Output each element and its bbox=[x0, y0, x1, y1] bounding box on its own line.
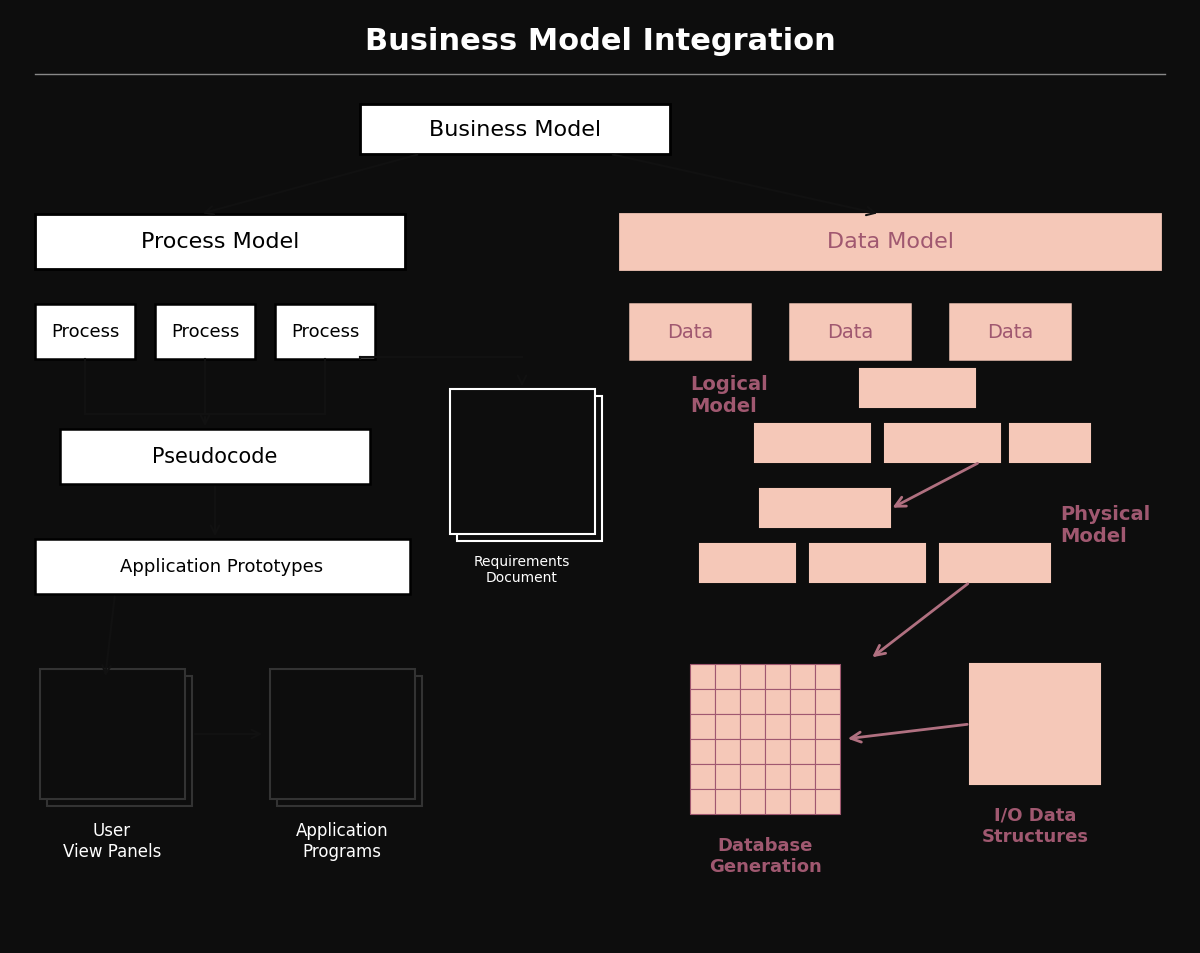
Bar bbox=[457, 396, 602, 541]
Bar bbox=[740, 764, 766, 789]
Bar bbox=[740, 740, 766, 764]
Text: I/O Data
Structures: I/O Data Structures bbox=[982, 806, 1088, 845]
Bar bbox=[690, 789, 715, 814]
Bar bbox=[277, 677, 422, 806]
Bar bbox=[35, 214, 406, 270]
Text: Application
Programs: Application Programs bbox=[295, 821, 389, 860]
Bar bbox=[950, 305, 1070, 359]
Text: Business Model: Business Model bbox=[428, 120, 601, 140]
Bar bbox=[360, 105, 670, 154]
Bar bbox=[790, 764, 815, 789]
Bar bbox=[815, 664, 840, 689]
Bar bbox=[715, 740, 740, 764]
Bar bbox=[766, 789, 790, 814]
Bar bbox=[970, 664, 1100, 784]
Bar bbox=[815, 714, 840, 740]
Bar bbox=[860, 370, 976, 408]
Text: Data: Data bbox=[986, 322, 1033, 341]
Bar bbox=[766, 664, 790, 689]
Bar bbox=[690, 740, 715, 764]
Bar bbox=[815, 789, 840, 814]
Bar bbox=[766, 740, 790, 764]
Bar bbox=[690, 689, 715, 714]
Text: Business Model Integration: Business Model Integration bbox=[365, 28, 835, 56]
Bar bbox=[815, 740, 840, 764]
Bar bbox=[700, 544, 796, 582]
Bar bbox=[766, 689, 790, 714]
Bar bbox=[715, 664, 740, 689]
Bar bbox=[270, 669, 415, 800]
Bar bbox=[620, 214, 1160, 270]
Bar bbox=[815, 764, 840, 789]
Bar bbox=[790, 689, 815, 714]
Bar bbox=[715, 689, 740, 714]
Bar bbox=[810, 544, 925, 582]
Bar bbox=[815, 689, 840, 714]
Bar bbox=[715, 714, 740, 740]
Bar bbox=[886, 424, 1000, 462]
Bar bbox=[450, 390, 595, 535]
Text: Database
Generation: Database Generation bbox=[709, 836, 821, 875]
Bar bbox=[740, 689, 766, 714]
Bar bbox=[940, 544, 1050, 582]
Text: Process: Process bbox=[170, 323, 239, 340]
Bar bbox=[40, 669, 185, 800]
Text: Pseudocode: Pseudocode bbox=[152, 447, 277, 467]
Bar bbox=[690, 714, 715, 740]
Text: Requirements
Document: Requirements Document bbox=[474, 555, 570, 584]
Bar bbox=[790, 305, 910, 359]
Bar bbox=[790, 664, 815, 689]
Text: User
View Panels: User View Panels bbox=[62, 821, 161, 860]
Bar bbox=[766, 714, 790, 740]
Bar bbox=[35, 305, 136, 359]
Bar bbox=[790, 789, 815, 814]
Text: Process: Process bbox=[290, 323, 359, 340]
Bar bbox=[740, 664, 766, 689]
Bar bbox=[760, 490, 890, 527]
Bar bbox=[740, 789, 766, 814]
Bar bbox=[35, 539, 410, 595]
Bar bbox=[690, 764, 715, 789]
Bar bbox=[155, 305, 256, 359]
Text: Process: Process bbox=[50, 323, 119, 340]
Bar bbox=[715, 764, 740, 789]
Bar bbox=[690, 664, 715, 689]
Text: Logical
Model: Logical Model bbox=[690, 375, 768, 416]
Bar bbox=[1010, 424, 1090, 462]
Text: Physical
Model: Physical Model bbox=[1060, 504, 1151, 545]
Text: Process Model: Process Model bbox=[140, 232, 299, 252]
Bar bbox=[60, 430, 370, 484]
Text: Data Model: Data Model bbox=[827, 232, 954, 252]
Bar bbox=[275, 305, 376, 359]
Bar bbox=[790, 714, 815, 740]
Bar bbox=[790, 740, 815, 764]
Bar bbox=[740, 714, 766, 740]
Bar bbox=[766, 764, 790, 789]
Bar bbox=[630, 305, 750, 359]
Text: Data: Data bbox=[827, 322, 874, 341]
Text: Application Prototypes: Application Prototypes bbox=[120, 558, 324, 576]
Text: Data: Data bbox=[667, 322, 713, 341]
Bar bbox=[47, 677, 192, 806]
Bar bbox=[715, 789, 740, 814]
Bar bbox=[755, 424, 870, 462]
